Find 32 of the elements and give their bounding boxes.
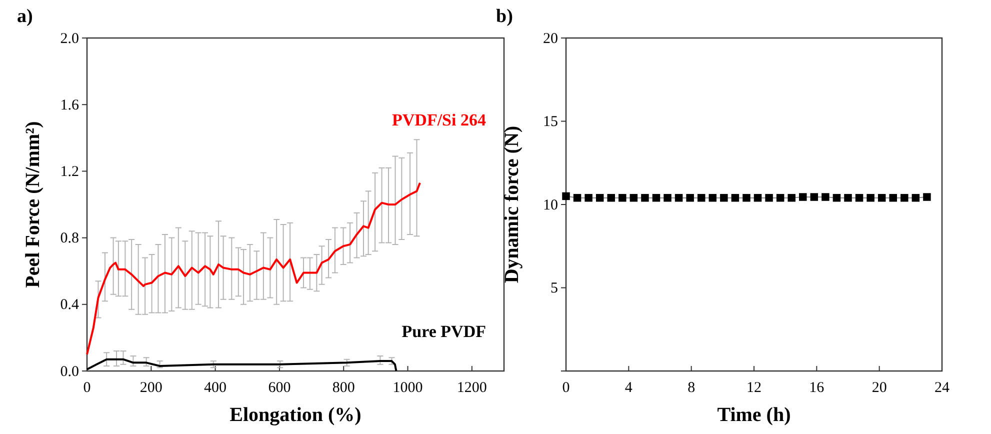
x-tick-label: 16 (809, 380, 825, 396)
y-tick-label: 20 (543, 30, 558, 47)
x-tick-label: 400 (204, 380, 227, 396)
y-tick-label: 15 (543, 114, 558, 130)
y-tick-label: 0.4 (60, 297, 80, 314)
y-tick-label: 1.2 (60, 164, 79, 180)
chart-title: a) (17, 6, 33, 27)
text: PVDF/Si 264 (392, 110, 486, 130)
x-tick-label: 0 (562, 380, 570, 396)
x-tick-label: 0 (83, 380, 91, 396)
y-tick-label: 5 (550, 280, 558, 297)
y-tick-label: 2.0 (60, 30, 79, 47)
x-tick-label: 600 (268, 380, 291, 396)
x-axis-title: Time (h) (717, 404, 791, 426)
x-axis-title: Elongation (%) (230, 404, 362, 426)
x-tick-label: 1000 (392, 380, 423, 396)
x-tick-label: 1200 (456, 380, 487, 396)
y-tick-label: 0.8 (60, 230, 79, 247)
y-axis-title: Dynamic force (N) (501, 126, 523, 284)
x-tick-label: 200 (140, 380, 162, 396)
y-tick-label: 10 (543, 197, 558, 214)
y-tick-label: 0.0 (60, 364, 79, 380)
series-label: Pure PVDF (402, 322, 486, 342)
x-tick-label: 20 (872, 380, 887, 396)
x-tick-label: 4 (624, 380, 633, 396)
x-tick-label: 12 (746, 380, 762, 396)
x-tick-label: 8 (688, 380, 696, 396)
y-axis-title: Peel Force (N/mm²) (22, 121, 44, 288)
y-tick-label: 1.6 (60, 97, 80, 114)
chart-title: b) (496, 6, 513, 27)
x-tick-label: 24 (934, 380, 950, 396)
x-tick-label: 800 (332, 380, 355, 396)
